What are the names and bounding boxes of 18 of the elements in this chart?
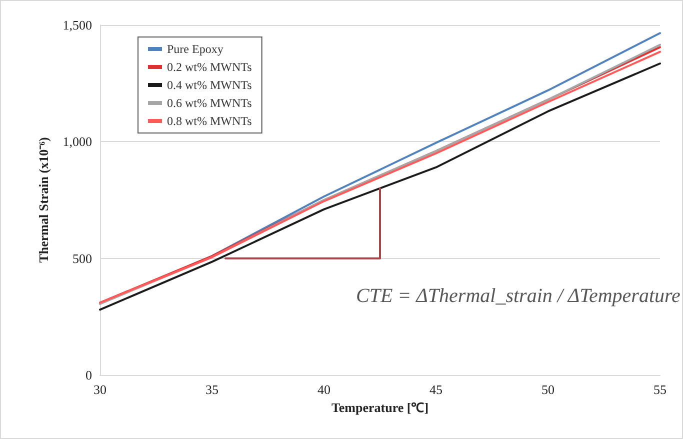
y-tick-label: 1,000 <box>62 134 92 150</box>
x-tick-label: 40 <box>318 382 330 397</box>
y-tick-label: 1,500 <box>62 18 92 32</box>
y-tick-label: 0 <box>86 368 92 382</box>
legend-label: 0.8 wt% MWNTs <box>167 114 252 128</box>
x-tick-label: 55 <box>654 382 666 397</box>
x-axis-title: Temperature [℃] <box>331 400 429 415</box>
legend-label: Pure Epoxy <box>167 42 224 56</box>
x-tick-label: 50 <box>542 382 554 397</box>
x-tick-label: 45 <box>430 382 442 397</box>
y-tick-label: 500 <box>72 250 92 266</box>
x-tick-label: 35 <box>206 382 218 397</box>
legend-label: 0.4 wt% MWNTs <box>167 78 252 92</box>
x-tick-label: 30 <box>94 382 106 397</box>
legend-label: 0.6 wt% MWNTs <box>167 96 252 110</box>
legend-label: 0.2 wt% MWNTs <box>167 60 252 74</box>
annotation: CTE = ΔThermal_strain / ΔTemperature <box>356 285 681 307</box>
y-axis-title: Thermal Strain (x10⁻⁶) <box>36 137 51 263</box>
